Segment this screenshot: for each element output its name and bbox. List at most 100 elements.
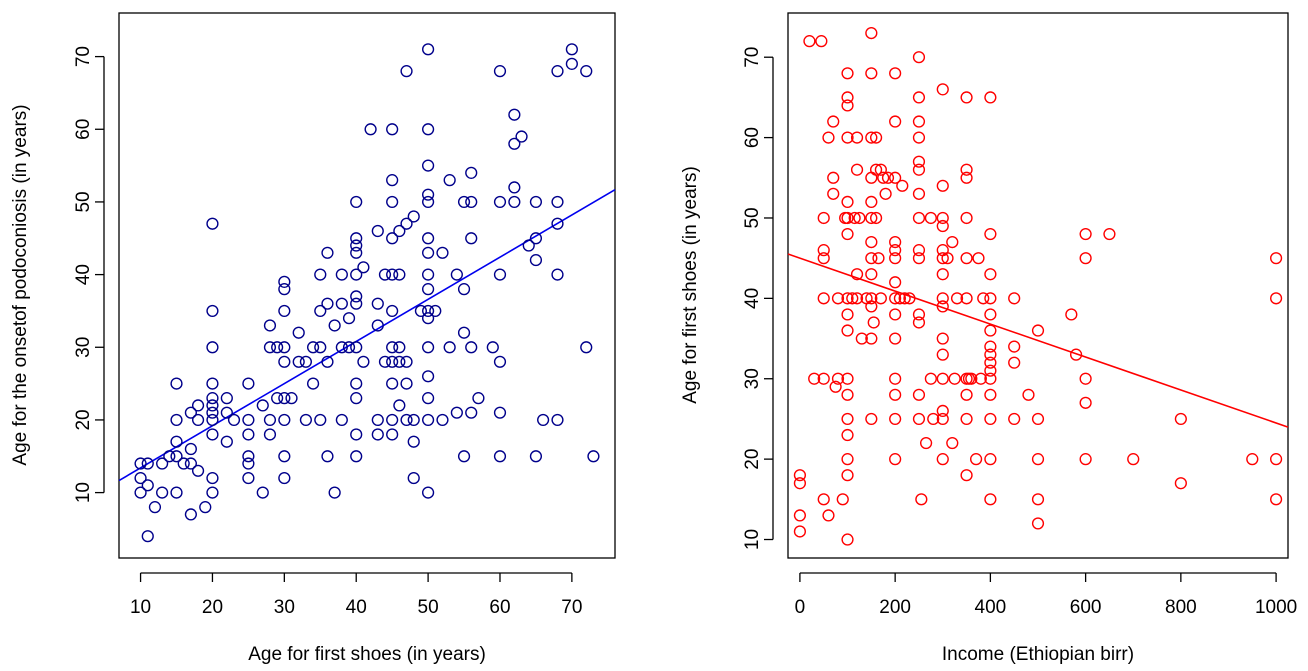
left-data-point xyxy=(170,413,183,427)
left-data-point xyxy=(156,486,169,499)
right-data-point xyxy=(912,308,926,321)
left-data-point xyxy=(493,355,507,368)
left-data-point xyxy=(134,486,147,499)
left-data-point xyxy=(141,457,154,470)
right-plot: 0 200 400 600 800 1000 10 20 30 40 50 60 70 Income … xyxy=(680,12,1297,665)
left-data-point xyxy=(321,450,334,463)
left-data-point xyxy=(537,413,550,427)
left-data-point xyxy=(335,341,348,354)
left-data-point xyxy=(321,355,334,368)
right-data-point xyxy=(841,308,854,321)
left-data-point xyxy=(371,428,384,441)
right-data-point xyxy=(984,324,997,337)
left-data-point xyxy=(508,195,521,209)
right-data-point xyxy=(803,35,816,48)
right-data-point xyxy=(912,388,926,401)
left-data-point xyxy=(321,246,334,259)
left-data-point xyxy=(393,399,406,412)
right-data-point xyxy=(936,348,949,361)
right-data-point xyxy=(1069,348,1083,361)
left-data-point xyxy=(170,377,183,390)
left-data-point xyxy=(350,377,363,390)
right-data-point xyxy=(984,91,997,104)
right-data-point xyxy=(960,292,973,305)
right-data-point xyxy=(889,308,902,321)
right-data-point xyxy=(912,316,926,329)
left-data-point xyxy=(422,413,435,427)
left-data-point xyxy=(256,399,269,412)
left-data-point xyxy=(551,217,564,230)
right-data-point xyxy=(936,211,949,225)
right-y-tick-label: 40 xyxy=(742,288,763,309)
right-data-point xyxy=(850,268,864,281)
left-data-point xyxy=(378,355,392,368)
left-data-point xyxy=(350,239,363,252)
left-data-point xyxy=(422,123,435,136)
right-data-point xyxy=(841,428,854,442)
right-data-point xyxy=(965,372,978,385)
left-data-point xyxy=(493,65,507,78)
right-y-tick-label: 30 xyxy=(742,368,763,389)
left-fit-line-layer xyxy=(118,189,616,482)
right-data-point xyxy=(841,67,854,80)
left-data-point xyxy=(407,210,420,223)
left-data-point xyxy=(422,159,435,172)
left-data-point xyxy=(242,471,255,485)
right-data-point xyxy=(1008,356,1021,369)
right-data-point xyxy=(960,252,973,265)
right-data-point xyxy=(877,171,890,184)
left-data-point xyxy=(256,486,269,499)
right-data-point xyxy=(984,453,997,466)
left-data-point xyxy=(184,457,197,470)
right-data-point xyxy=(912,412,926,426)
left-data-point xyxy=(422,486,435,499)
left-data-point xyxy=(443,341,456,354)
left-y-tick-label: 40 xyxy=(73,264,94,285)
right-data-point xyxy=(912,131,926,144)
right-data-point xyxy=(874,163,887,176)
right-data-point xyxy=(1079,372,1092,385)
right-data-point xyxy=(1174,412,1187,426)
right-data-point xyxy=(817,292,830,305)
left-data-point xyxy=(206,399,219,412)
right-data-point xyxy=(846,292,859,305)
right-x-tick-label: 800 xyxy=(1165,597,1197,618)
left-data-point xyxy=(580,65,593,78)
left-x-tick-label: 20 xyxy=(202,597,223,618)
left-data-point xyxy=(378,268,392,281)
left-data-point xyxy=(386,341,399,354)
right-data-point xyxy=(984,292,997,305)
right-data-point xyxy=(889,244,902,257)
left-data-point xyxy=(407,471,420,485)
right-data-point xyxy=(879,187,892,200)
left-data-point xyxy=(242,450,255,463)
right-data-point xyxy=(836,493,849,506)
left-data-point xyxy=(529,195,543,209)
left-data-point xyxy=(436,246,449,259)
right-data-point xyxy=(984,356,997,369)
right-data-point xyxy=(936,179,949,192)
right-data-point xyxy=(936,292,949,305)
right-data-point xyxy=(946,436,959,450)
right-data-point xyxy=(941,252,954,265)
right-data-point xyxy=(960,163,973,176)
right-y-tick-label: 60 xyxy=(742,127,763,148)
left-data-point xyxy=(206,428,219,441)
left-data-point xyxy=(393,355,406,368)
left-data-point xyxy=(156,457,169,470)
left-data-point xyxy=(529,253,543,267)
right-data-point xyxy=(984,308,997,321)
left-data-point xyxy=(436,413,449,427)
left-data-point xyxy=(191,464,205,477)
right-x-axis-label: Income (Ethiopian birr) xyxy=(942,644,1134,665)
right-x-axis: 0 200 400 600 800 1000 xyxy=(795,572,1297,618)
left-data-point xyxy=(170,486,183,499)
right-data-point xyxy=(984,372,997,385)
left-data-point xyxy=(386,123,399,136)
right-data-point xyxy=(889,453,902,466)
right-data-point xyxy=(815,35,828,48)
left-data-point xyxy=(551,413,564,427)
left-data-point xyxy=(515,130,528,143)
left-data-point xyxy=(422,341,435,354)
right-data-point xyxy=(946,235,959,249)
